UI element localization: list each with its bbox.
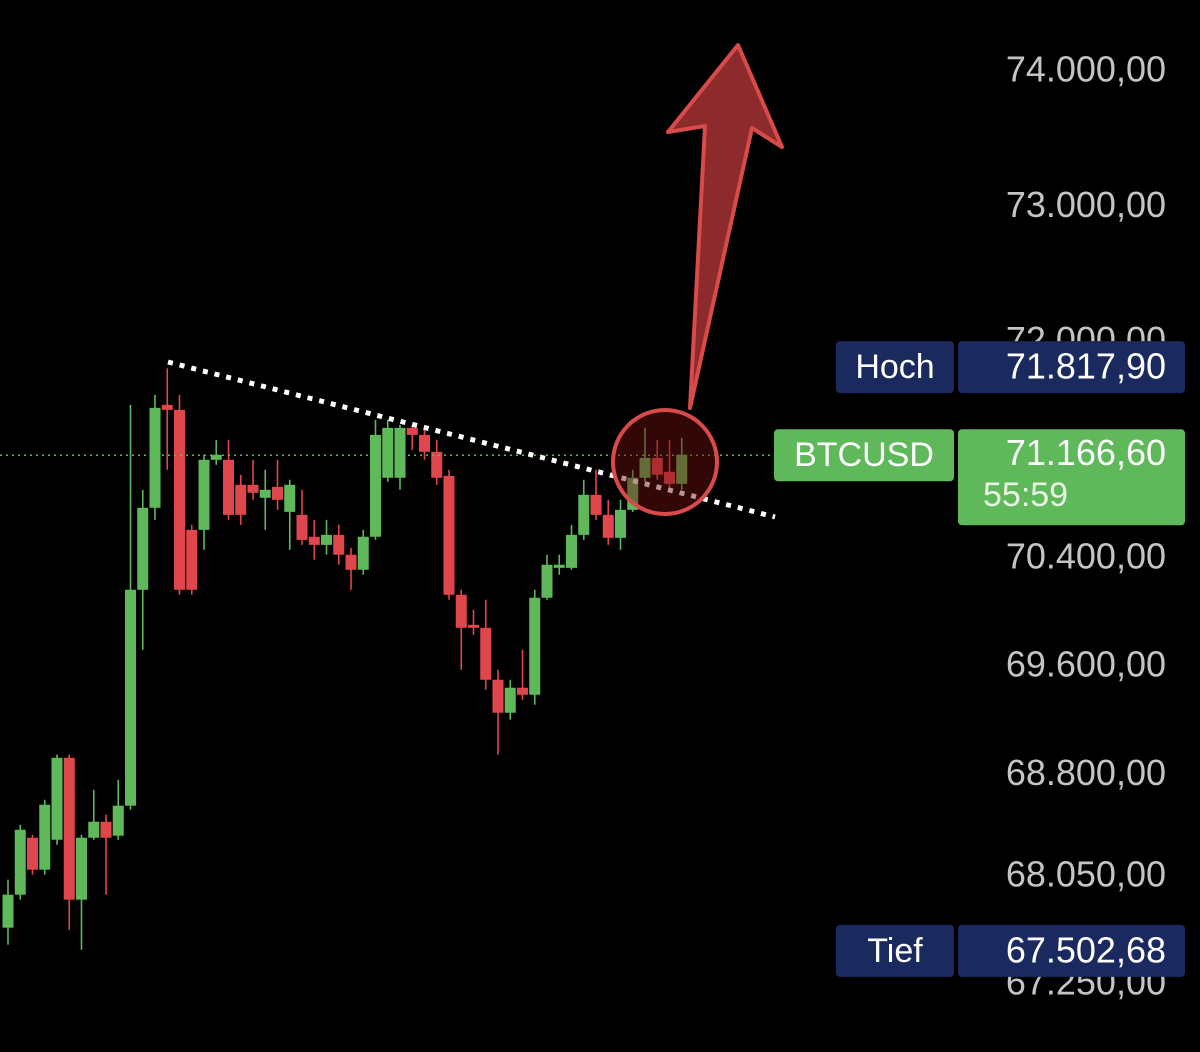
candle-body xyxy=(149,407,161,508)
candle-body xyxy=(88,821,100,838)
candle-body xyxy=(308,536,320,545)
y-tick-label: 70.400,00 xyxy=(1006,535,1166,576)
candle-body xyxy=(553,564,565,568)
candle-body xyxy=(345,554,357,570)
candle-body xyxy=(443,475,455,595)
candle-body xyxy=(578,494,590,535)
arrow xyxy=(666,43,784,410)
candle-body xyxy=(161,404,173,410)
candle-body xyxy=(63,757,75,900)
candle-body xyxy=(406,427,418,435)
candle-body xyxy=(370,434,381,537)
badge-label: Hoch xyxy=(855,348,934,386)
candle-body xyxy=(615,509,626,538)
candle-body xyxy=(664,471,675,484)
candle-body xyxy=(27,837,38,870)
candle-body xyxy=(455,594,467,628)
candle-body xyxy=(284,484,296,512)
badge-value: 71.817,90 xyxy=(1006,346,1166,387)
candle-body xyxy=(223,459,234,515)
candle-body xyxy=(125,589,136,806)
candle-body xyxy=(321,534,332,545)
candle-body xyxy=(541,564,553,598)
candle-body xyxy=(51,757,63,840)
candle-body xyxy=(382,427,394,478)
candle-body xyxy=(186,529,198,590)
candle-body xyxy=(590,494,602,515)
trend-line xyxy=(167,359,776,520)
candle-body xyxy=(480,627,492,680)
candle-body xyxy=(676,454,688,484)
y-tick-label: 68.800,00 xyxy=(1006,752,1166,793)
candle-body xyxy=(76,837,87,900)
highlight-circle xyxy=(611,408,719,516)
candle-body xyxy=(566,534,577,568)
candle-body xyxy=(2,894,14,928)
candle-body xyxy=(333,534,345,555)
badge-label: Tief xyxy=(867,932,923,970)
candle-body xyxy=(431,451,443,478)
candle-body xyxy=(174,409,185,590)
badge-label-box xyxy=(836,341,954,394)
candle-body xyxy=(627,477,639,510)
candle-body xyxy=(357,536,369,570)
candle-body xyxy=(247,484,259,493)
candle-body xyxy=(235,484,247,515)
candle-body xyxy=(112,805,124,836)
candle-body xyxy=(517,687,528,695)
candle-body xyxy=(468,624,479,628)
candle-body xyxy=(504,687,516,713)
badge-value: 71.166,60 xyxy=(1006,432,1166,473)
candle-body xyxy=(272,486,283,500)
candle-body xyxy=(198,459,210,530)
badge-value-box xyxy=(958,924,1185,977)
candle-body xyxy=(100,821,112,838)
y-tick-label: 74.000,00 xyxy=(1006,48,1166,89)
y-tick-label: 73.000,00 xyxy=(1006,184,1166,225)
candle-body xyxy=(651,457,663,475)
candle-body xyxy=(529,597,541,695)
candle-body xyxy=(259,489,271,498)
candle-body xyxy=(39,804,51,870)
candle-body xyxy=(14,829,26,895)
y-tick-label: 68.050,00 xyxy=(1006,853,1166,894)
candle-body xyxy=(419,434,430,452)
candle-body xyxy=(210,454,222,460)
candle-body xyxy=(602,514,614,538)
candle-body xyxy=(137,507,149,590)
candle-body xyxy=(492,679,504,713)
badge-value-box xyxy=(958,429,1185,526)
candle-body xyxy=(639,457,651,478)
badge-label: BTCUSD xyxy=(794,436,934,474)
candle-body xyxy=(296,514,308,540)
y-tick-label: 69.600,00 xyxy=(1006,644,1166,685)
badge-label-box xyxy=(836,924,954,977)
badge-value: 67.502,68 xyxy=(1006,929,1166,970)
countdown: 55:59 xyxy=(983,476,1068,514)
candle-body xyxy=(394,427,406,478)
badge-label-box xyxy=(774,429,954,482)
badge-value-box xyxy=(958,341,1185,394)
candles xyxy=(0,368,770,950)
